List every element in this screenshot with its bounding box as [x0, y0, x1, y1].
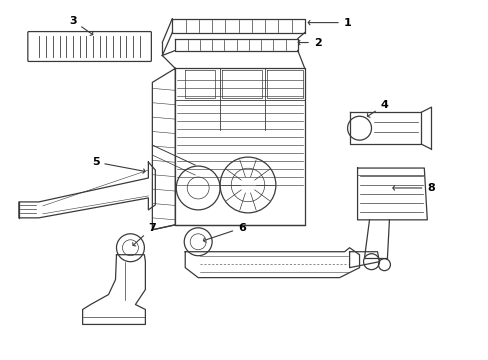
Text: 6: 6	[203, 223, 245, 242]
Text: 3: 3	[69, 15, 93, 35]
Text: 1: 1	[307, 18, 351, 28]
Text: 8: 8	[392, 183, 434, 193]
Text: 7: 7	[132, 223, 156, 246]
Text: 5: 5	[92, 157, 144, 173]
Text: 2: 2	[298, 37, 321, 48]
Text: 4: 4	[366, 100, 387, 117]
